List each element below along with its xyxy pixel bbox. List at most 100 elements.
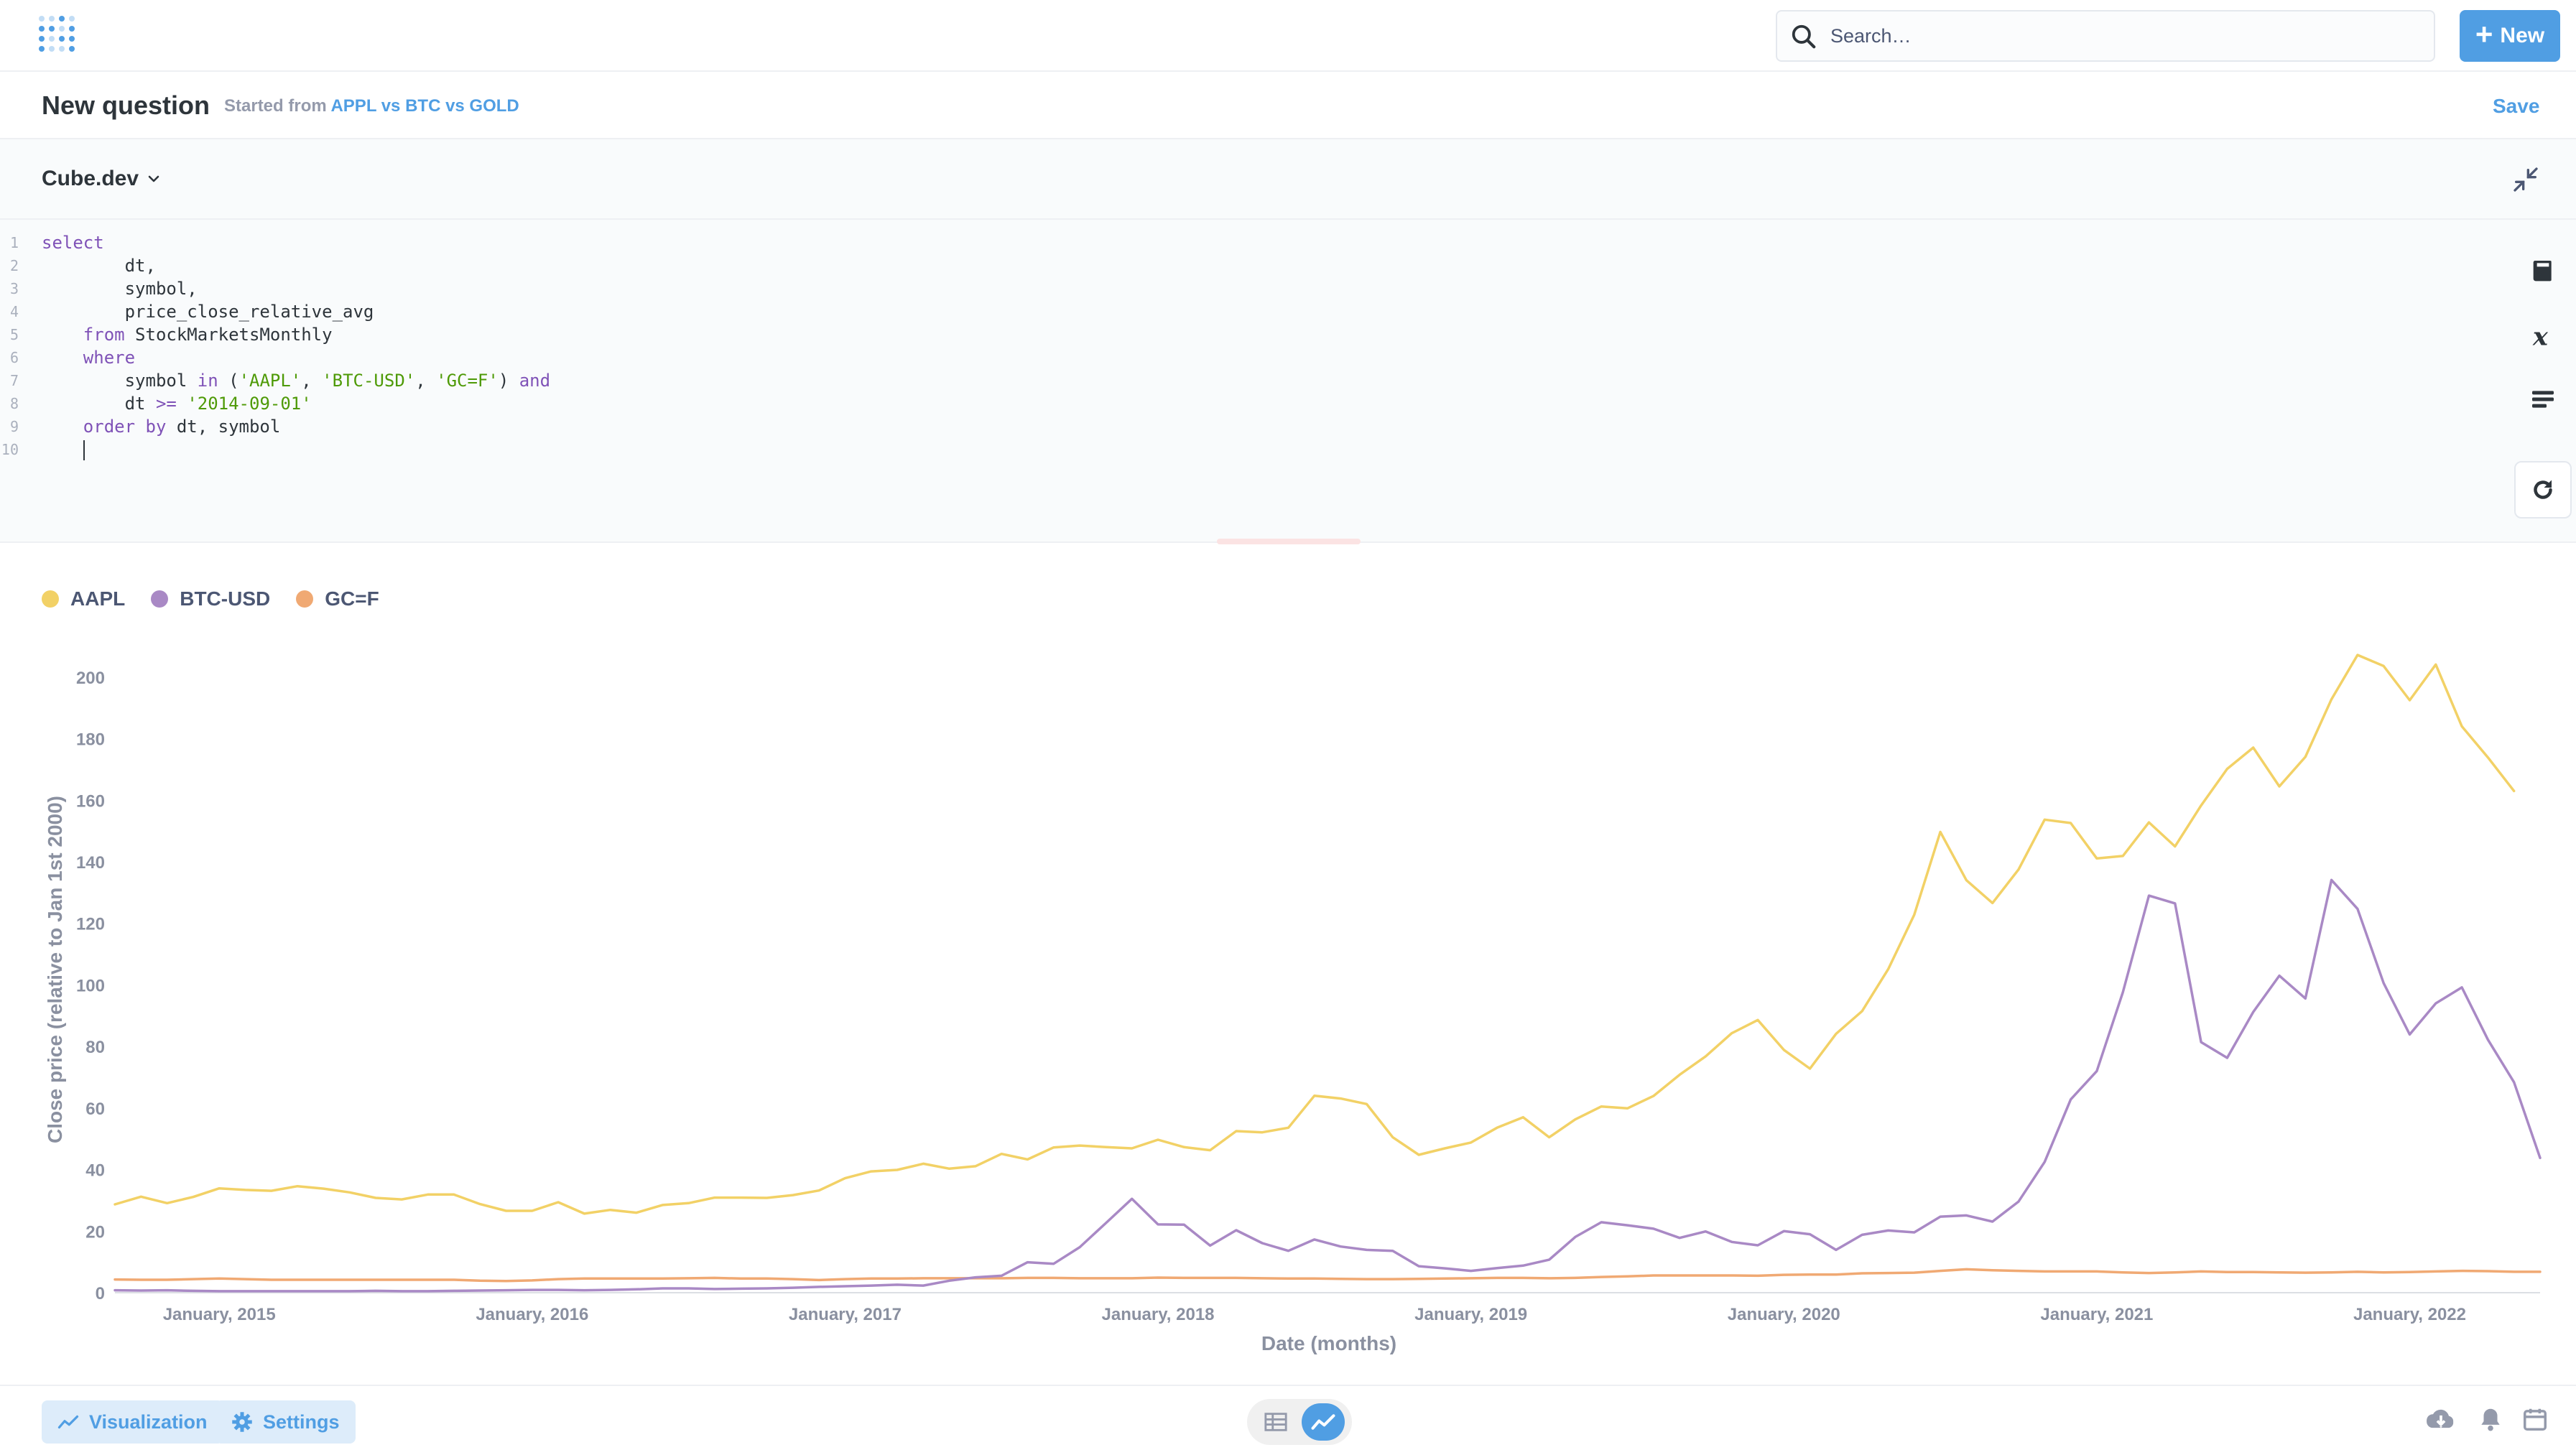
started-from-label: Started from xyxy=(224,96,327,116)
run-query-refresh-icon[interactable] xyxy=(2514,461,2572,519)
x-tick-label: January, 2021 xyxy=(2040,1305,2153,1324)
editor-resize-handle[interactable] xyxy=(1217,539,1361,544)
line-number: 7 xyxy=(9,372,19,389)
sql-keyword: order by xyxy=(83,417,167,437)
sql-token xyxy=(42,417,83,437)
calendar-icon[interactable] xyxy=(2521,1405,2549,1437)
svg-text:x: x xyxy=(2532,322,2549,351)
settings-label: Settings xyxy=(263,1410,340,1433)
sql-keyword: where xyxy=(83,348,136,368)
legend-label: BTC-USD xyxy=(180,587,271,610)
visualization-label: Visualization xyxy=(89,1410,208,1433)
legend-color-dot xyxy=(42,590,59,608)
y-tick-label: 140 xyxy=(76,853,105,873)
table-view-icon[interactable] xyxy=(1254,1403,1297,1441)
y-tick-label: 100 xyxy=(76,976,105,995)
top-navigation: + New xyxy=(0,0,2576,72)
sql-token xyxy=(42,348,83,368)
collapse-editor-icon[interactable] xyxy=(2511,165,2540,197)
legend-color-dot xyxy=(151,590,169,608)
sql-token: dt xyxy=(42,394,156,414)
new-button[interactable]: + New xyxy=(2460,10,2560,62)
chart-view-icon[interactable] xyxy=(1302,1403,1345,1441)
x-tick-label: January, 2022 xyxy=(2353,1305,2466,1324)
sql-token xyxy=(42,325,83,345)
y-tick-label: 160 xyxy=(76,791,105,811)
sql-string: '2014-09-01' xyxy=(187,394,312,414)
x-tick-label: January, 2015 xyxy=(163,1305,276,1324)
y-tick-label: 20 xyxy=(85,1222,105,1242)
sql-string: 'AAPL' xyxy=(238,371,302,391)
y-tick-label: 180 xyxy=(76,730,105,750)
code-text: price_close_relative_avg xyxy=(42,300,374,323)
y-tick-label: 0 xyxy=(96,1284,105,1303)
sql-string: 'GC=F' xyxy=(436,371,499,391)
table-chart-toggle xyxy=(1247,1399,1352,1445)
plus-icon: + xyxy=(2475,17,2493,51)
line-number: 6 xyxy=(9,349,19,366)
code-text: dt >= '2014-09-01' xyxy=(42,392,312,415)
line-number: 8 xyxy=(9,395,19,412)
alert-bell-icon[interactable] xyxy=(2477,1405,2504,1437)
chart-legend: AAPL BTC-USD GC=F xyxy=(42,587,379,610)
line-number: 1 xyxy=(9,234,19,251)
line-chart: 0 20 40 60 80 100 120 140 160 180 200 January, 2015… xyxy=(44,654,2542,1354)
x-axis-title: Date (months) xyxy=(1261,1332,1396,1354)
line-number: 9 xyxy=(9,418,19,435)
line-number: 4 xyxy=(9,303,19,320)
code-text: from StockMarketsMonthly xyxy=(42,323,333,346)
download-results-icon[interactable] xyxy=(2425,1405,2457,1437)
chevron-down-icon xyxy=(148,175,159,182)
snippets-icon[interactable] xyxy=(2514,371,2572,428)
search-input[interactable] xyxy=(1830,11,2419,60)
gear-icon xyxy=(232,1412,252,1432)
chart-area: 0 20 40 60 80 100 120 140 160 180 200 January, 2015… xyxy=(0,544,2576,1385)
line-number: 2 xyxy=(9,257,19,274)
question-header: New question Started from APPL vs BTC vs… xyxy=(0,72,2576,139)
legend-color-dot xyxy=(296,590,314,608)
sql-token: , xyxy=(301,371,323,391)
data-reference-icon[interactable] xyxy=(2514,243,2572,300)
legend-item[interactable]: GC=F xyxy=(296,587,379,610)
footer-bar: Visualization Settings xyxy=(0,1385,2576,1455)
legend-item[interactable]: AAPL xyxy=(42,587,125,610)
database-name: Cube.dev xyxy=(42,167,139,190)
save-button[interactable]: Save xyxy=(2493,95,2540,117)
line-number: 10 xyxy=(1,441,19,458)
legend-label: GC=F xyxy=(325,587,379,610)
code-text: dt, xyxy=(42,254,156,277)
legend-item[interactable]: BTC-USD xyxy=(151,587,270,610)
database-picker[interactable]: Cube.dev xyxy=(42,167,160,191)
settings-button[interactable]: Settings xyxy=(216,1400,356,1444)
sql-token: dt, symbol xyxy=(166,417,281,437)
new-button-label: New xyxy=(2500,24,2545,47)
source-question-link[interactable]: APPL vs BTC vs GOLD xyxy=(330,96,519,116)
line-number: 5 xyxy=(9,326,19,343)
metabase-logo[interactable] xyxy=(37,14,79,56)
y-tick-label: 80 xyxy=(85,1038,105,1057)
y-axis-title: Close price (relative to Jan 1st 2000) xyxy=(44,796,66,1143)
sql-editor[interactable]: 1 select 2 dt, 3 symbol, 4 price_close_relat… xyxy=(0,220,2576,544)
line-number: 3 xyxy=(9,280,19,297)
code-text: where xyxy=(42,346,135,369)
search-bar[interactable] xyxy=(1776,10,2435,62)
sql-token: symbol xyxy=(42,371,198,391)
y-tick-label: 120 xyxy=(76,915,105,934)
sql-token: dt, xyxy=(42,256,156,276)
code-text: symbol, xyxy=(42,277,198,300)
sql-token: ( xyxy=(218,371,239,391)
visualization-button[interactable]: Visualization xyxy=(42,1400,223,1444)
code-text: select xyxy=(42,231,104,254)
search-icon xyxy=(1792,24,1816,49)
series-line-aapl xyxy=(113,654,2516,1215)
sql-token: , xyxy=(415,371,437,391)
sql-token: ) xyxy=(498,371,519,391)
code-text: order by dt, symbol xyxy=(42,415,281,438)
sql-keyword: in xyxy=(197,371,218,391)
variables-icon[interactable]: x xyxy=(2514,307,2572,365)
series-line-gc-f xyxy=(113,1268,2542,1283)
sql-keyword: select xyxy=(42,233,104,253)
code-text xyxy=(42,438,85,461)
sql-string: 'BTC-USD' xyxy=(322,371,416,391)
series-line-btc-usd xyxy=(113,878,2542,1293)
